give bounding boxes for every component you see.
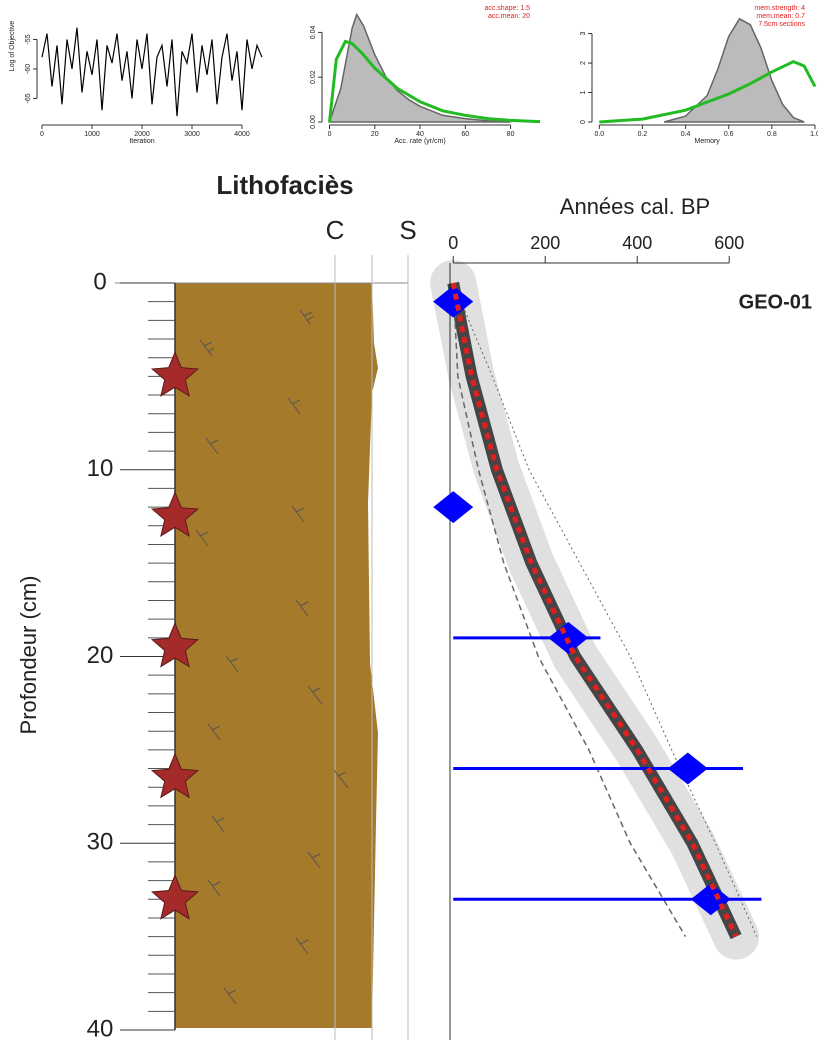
date-density [667,752,708,785]
x-axis-label: Memory [695,138,721,145]
x-tick-label: 0 [40,131,44,138]
x-tick-label: 4000 [234,131,250,138]
x-tick-label: 0.2 [638,131,648,138]
annotation: mem.strength: 4 [754,5,805,12]
core-label: GEO-01 [739,291,812,313]
x-tick-label: 0.6 [724,131,734,138]
x-tick-label: 20 [371,131,379,138]
y-tick-label: 40 [87,1015,114,1042]
y-tick-label: 1 [580,90,587,94]
x-tick-label: 0 [448,233,458,253]
annotation: acc.mean: 20 [488,13,530,20]
x-tick-label: 0.4 [681,131,691,138]
y-tick-label: 30 [87,829,114,856]
x-tick-label: 1000 [84,131,100,138]
column-label: C [326,215,345,245]
x-tick-label: 600 [714,233,744,253]
y-axis-label: Log of Objective [9,21,16,72]
trace-line [41,27,263,117]
y-tick-label: 0.02 [310,70,317,84]
x-tick-label: 3000 [184,131,200,138]
y-tick-label: 3 [580,32,587,36]
x-axis-label: Années cal. BP [560,194,710,219]
lower-bound [452,282,687,937]
sample-star [150,873,200,920]
y-tick-label: 0.04 [310,25,317,39]
prior-curve [599,59,817,124]
y-tick-label: 20 [87,642,114,669]
annotation: acc.shape: 1.5 [484,5,530,12]
y-tick-label: -55 [25,34,32,44]
posterior-density [663,17,805,123]
facies-body [175,283,378,1028]
annotation: mem.mean: 0.7 [756,13,805,20]
x-tick-label: 0.0 [594,131,604,138]
root-symbols [195,309,349,1005]
x-tick-label: 0 [328,131,332,138]
y-tick-label: 0.00 [310,115,317,129]
y-tick-label: -60 [25,64,32,74]
y-tick-label: -65 [25,93,32,103]
y-axis-label: Profondeur (cm) [16,576,41,735]
x-tick-label: 40 [416,131,424,138]
x-tick-label: 400 [622,233,652,253]
sample-star [150,491,200,537]
x-tick-label: 200 [530,233,560,253]
sample-star [150,752,200,799]
y-tick-label: 0 [93,268,106,295]
sample-star [150,351,200,397]
x-tick-label: 1.0 [810,131,818,138]
y-tick-label: 10 [87,455,114,482]
upper-bound [452,282,758,937]
x-tick-label: 60 [461,131,469,138]
sample-star [150,621,200,668]
x-tick-label: 80 [507,131,515,138]
posterior-density [328,12,511,123]
x-tick-label: 2000 [134,131,150,138]
date-density [433,285,474,318]
y-tick-label: 2 [580,61,587,65]
date-density [433,491,474,524]
column-label: S [399,215,416,245]
prior-curve [328,39,541,124]
x-axis-label: Acc. rate (yr/cm) [394,138,445,145]
x-axis-label: Iteration [129,138,154,145]
y-tick-label: 0 [580,120,587,124]
chart-title: Lithofaciès [216,170,353,200]
annotation: 7.5cm sections [758,21,805,28]
mean-line [450,282,739,938]
x-tick-label: 0.8 [767,131,777,138]
